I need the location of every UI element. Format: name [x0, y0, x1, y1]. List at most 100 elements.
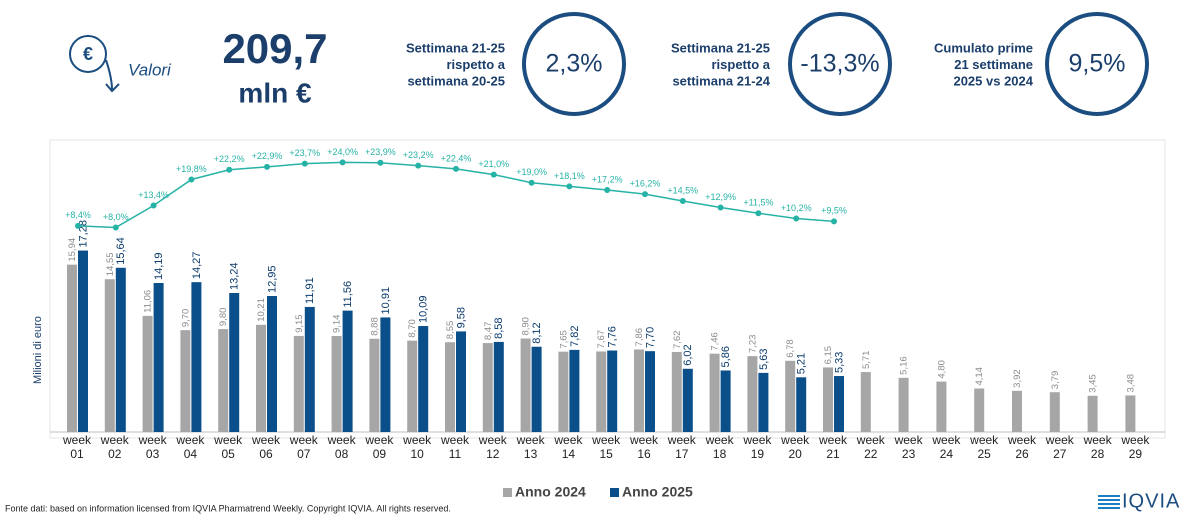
line-marker	[112, 224, 119, 231]
bar-value-label: 5,21	[796, 353, 808, 374]
bar-value-label: 15,64	[115, 237, 127, 265]
bar	[142, 315, 153, 432]
bar-value-label: 6,02	[682, 344, 694, 365]
legend-swatch	[503, 488, 512, 497]
line-value-label: +23,7%	[289, 148, 320, 158]
bar-value-label: 6,15	[823, 346, 834, 365]
bar	[445, 342, 455, 432]
line-marker	[377, 159, 384, 166]
bar	[1087, 395, 1098, 432]
line-marker	[717, 204, 724, 211]
line-marker	[755, 210, 762, 217]
line-marker	[566, 183, 573, 190]
x-tick-label: week 03	[138, 433, 167, 461]
bar	[974, 388, 985, 432]
x-tick-label: week 09	[365, 433, 394, 461]
line-marker	[490, 171, 497, 178]
x-tick-label: week 23	[894, 433, 923, 461]
bar-value-label: 8,88	[369, 317, 380, 336]
line-marker	[75, 222, 81, 229]
bar	[331, 336, 342, 432]
bar-value-label: 15,94	[67, 238, 78, 262]
bar-value-label: 7,23	[747, 335, 758, 354]
bar-value-label: 3,92	[1012, 369, 1023, 388]
x-tick-label: week 05	[214, 433, 243, 461]
bar	[758, 372, 769, 432]
line-value-label: +8,0%	[103, 212, 129, 222]
x-tick-label: week 25	[970, 433, 999, 461]
bar-value-label: 13,24	[229, 262, 241, 290]
bar	[634, 349, 644, 432]
header-total: 209,7	[222, 25, 327, 72]
x-tick-label: week 13	[516, 433, 545, 461]
bar-value-label: 5,63	[758, 348, 770, 369]
x-tick-label: week 19	[743, 433, 772, 461]
bar	[191, 282, 202, 432]
bar	[104, 279, 115, 432]
line-marker	[150, 202, 157, 209]
bar-value-label: 9,80	[218, 308, 229, 327]
kpi-value: 2,3%	[546, 50, 603, 78]
x-tick-label: week 11	[440, 433, 469, 461]
x-tick-label: week 26	[1007, 433, 1036, 461]
plot-frame	[49, 139, 1166, 439]
bar	[342, 310, 353, 432]
bar-value-label: 14,27	[191, 252, 203, 280]
bar-value-label: 7,67	[596, 330, 607, 349]
x-tick-label: week 08	[327, 433, 356, 461]
line-value-label: +10,2%	[781, 203, 812, 213]
bar-value-label: 10,21	[256, 298, 267, 322]
x-tick-label: week 14	[554, 433, 583, 461]
line-value-label: +8,4%	[65, 210, 91, 220]
bar-value-label: 7,86	[634, 328, 645, 347]
kpi-value: 9,5%	[1069, 50, 1126, 78]
x-tick-label: week 29	[1121, 433, 1150, 461]
line-marker	[415, 162, 422, 169]
bar	[482, 343, 493, 432]
x-tick-label: week 01	[62, 433, 91, 461]
bar-value-label: 5,33	[833, 352, 845, 373]
legend-swatch	[610, 488, 619, 497]
line-value-label: +13,4%	[138, 190, 169, 200]
bar	[834, 376, 844, 432]
footnote: Fonte dati: based on information license…	[5, 503, 451, 513]
bar-value-label: 14,19	[153, 252, 165, 280]
line-marker	[226, 166, 233, 173]
bar-value-label: 8,55	[445, 321, 456, 340]
kpi-text: settimana 21-24	[672, 73, 770, 88]
bar-value-label: 8,47	[483, 322, 494, 341]
line-value-label: +12,9%	[705, 192, 736, 202]
kpi-circle	[522, 12, 626, 116]
bar-value-label: 7,76	[607, 326, 619, 347]
bar	[682, 368, 693, 432]
bar-value-label: 10,09	[418, 296, 430, 324]
line-value-label: +24,0%	[327, 147, 358, 157]
line-value-label: +22,9%	[252, 151, 283, 161]
bar	[531, 346, 542, 432]
bar	[1125, 395, 1136, 432]
line-value-label: +23,9%	[365, 147, 396, 157]
bar	[1049, 392, 1060, 432]
bar	[153, 283, 164, 432]
header-label: Valori	[128, 60, 172, 79]
kpi-text: settimana 20-25	[407, 73, 505, 88]
euro-icon	[69, 35, 107, 73]
bar	[860, 372, 871, 432]
kpi-circle	[788, 12, 892, 116]
bar	[898, 377, 909, 432]
line-marker	[453, 165, 459, 172]
logo-text: IQVIA	[1122, 490, 1180, 512]
bar-value-label: 4,80	[936, 360, 947, 379]
x-tick-label: week 27	[1045, 433, 1074, 461]
x-tick-label: week 12	[478, 433, 507, 461]
bar	[671, 351, 682, 432]
bar	[180, 330, 191, 432]
x-tick-label: week 24	[932, 433, 961, 461]
legend-label: Anno 2025	[622, 484, 693, 500]
bar	[747, 356, 758, 432]
line-value-label: +11,5%	[743, 198, 773, 208]
x-tick-label: week 06	[251, 433, 280, 461]
line-marker	[604, 187, 611, 194]
bar	[709, 353, 720, 432]
